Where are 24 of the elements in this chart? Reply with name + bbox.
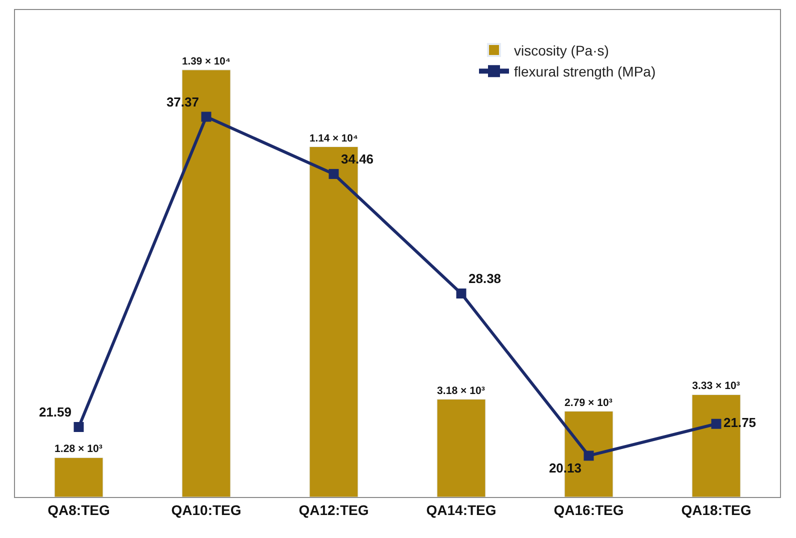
bar [436,399,486,497]
legend-label: flexural strength (MPa) [514,64,656,80]
data-label: 2.79 × 10³ [564,396,613,409]
x-tick-label: QA10:TEG [171,502,242,518]
x-tick-label: QA14:TEG [426,502,496,518]
point [584,450,594,461]
bar [54,457,104,497]
x-tick-label: QA18:TEG [681,502,752,518]
data-label: 21.59 [38,404,72,420]
point [201,112,212,122]
point [711,418,722,429]
x-tick-label: QA8:TEG [48,502,110,518]
data-label: 1.39 × 10⁴ [182,56,230,68]
data-label: 28.38 [468,271,502,286]
point [456,288,466,299]
legend-label: viscosity (Pa·s) [514,42,609,58]
x-tick-label: QA16:TEG [554,502,624,518]
data-label: 3.18 × 10³ [437,384,486,397]
data-label: 1.28 × 10³ [54,443,103,456]
point [328,168,339,179]
x-tick-label: QA12:TEG [298,502,369,518]
data-label: 3.33 × 10³ [692,380,740,392]
point [74,422,84,432]
data-label: 1.14 × 10⁴ [310,133,358,144]
